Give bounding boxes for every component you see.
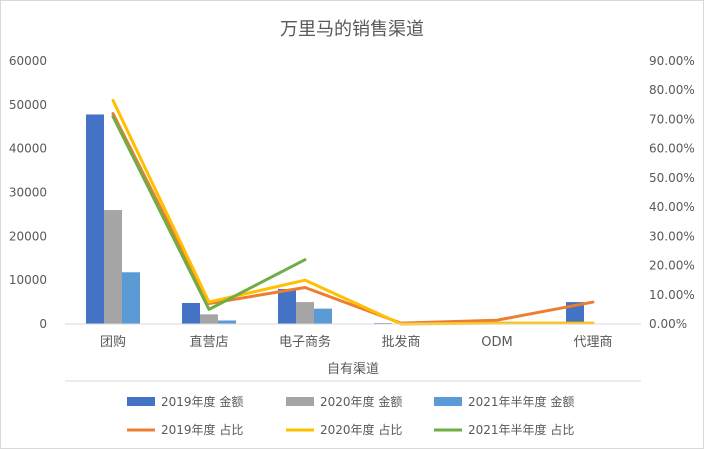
legend-swatch [286,397,314,406]
right-tick-label: 30.00% [649,229,695,243]
bar-2-0 [122,272,140,324]
right-tick-label: 90.00% [649,54,695,68]
left-tick-label: 30000 [9,186,47,200]
line-series-2 [111,115,307,311]
bar-0-0 [86,114,104,324]
line-series-group [111,98,595,326]
bar-1-0 [104,210,122,324]
right-tick-label: 40.00% [649,200,695,214]
chart-title: 万里马的销售渠道 [280,19,424,40]
category-label: 直营店 [189,335,228,350]
right-tick-label: 70.00% [649,112,695,126]
left-tick-label: 50000 [9,98,47,112]
legend-label: 2019年度 金额 [161,394,243,409]
right-tick-label: 80.00% [649,83,695,97]
bar-2-1 [218,320,236,324]
legend: 2019年度 金额 2020年度 金额 2021年半年度 金额 2019年度 占比 20… [127,394,574,437]
category-label: 电子商务 [279,334,331,350]
right-axis-ticks: 0.00% 10.00% 20.00% 30.00% 40.00% 50.00% 60.00… [649,54,695,331]
x-axis-title: 自有渠道 [327,362,379,377]
left-tick-label: 40000 [9,142,47,156]
legend-swatch [434,397,462,406]
bar-1-2 [296,302,314,324]
right-tick-label: 20.00% [649,259,695,273]
bar-0-2 [278,288,296,324]
category-label: 团购 [100,334,126,350]
left-tick-label: 10000 [9,273,47,287]
legend-label: 2019年度 占比 [161,422,243,437]
left-tick-label: 60000 [9,54,47,68]
line-series-0 [111,112,595,325]
left-axis-ticks: 0 10000 20000 30000 40000 50000 60000 [9,54,47,331]
legend-label: 2020年度 占比 [320,422,402,437]
category-labels: 团购 直营店 电子商务 批发商 ODM 代理商 [100,334,613,350]
category-label: 代理商 [573,335,612,350]
bar-1-1 [200,314,218,324]
right-tick-label: 50.00% [649,171,695,185]
category-label: ODM [481,335,512,350]
category-label: 批发商 [381,334,420,350]
right-tick-label: 60.00% [649,142,695,156]
legend-swatch [127,397,155,406]
legend-label: 2020年度 金额 [320,394,402,409]
legend-label: 2021年半年度 占比 [468,422,574,437]
legend-label: 2021年半年度 金额 [468,394,574,409]
right-tick-label: 0.00% [649,317,687,331]
left-tick-label: 0 [39,317,47,331]
left-tick-label: 20000 [9,229,47,243]
right-tick-label: 10.00% [649,288,695,302]
bar-2-2 [314,308,332,324]
line-series-1 [111,98,595,326]
bar-0-1 [182,302,200,324]
